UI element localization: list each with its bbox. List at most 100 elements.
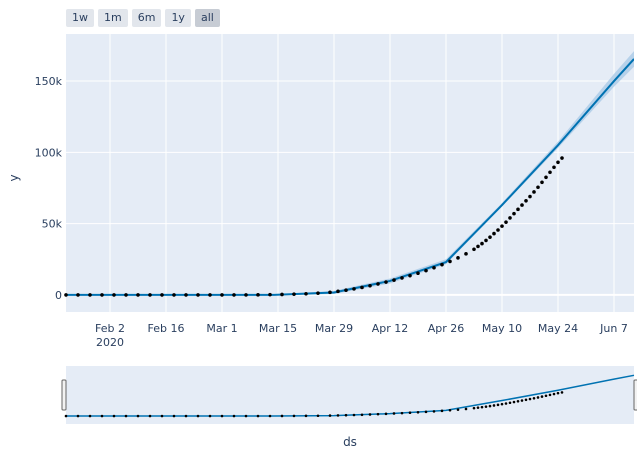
actual-point xyxy=(292,292,296,296)
slider-actual-point xyxy=(344,413,348,417)
actual-point xyxy=(556,160,560,165)
actual-point xyxy=(280,292,284,297)
actual-point xyxy=(536,185,540,190)
slider-handle-left[interactable] xyxy=(61,379,67,411)
x-tick-label: Mar 1 xyxy=(206,322,237,335)
slider-actual-point xyxy=(352,413,356,417)
actual-point xyxy=(496,228,500,232)
actual-point xyxy=(424,268,428,273)
slider-actual-point xyxy=(552,392,556,396)
slider-actual-point xyxy=(124,414,128,418)
x-tick-label: Mar 15 xyxy=(259,322,297,335)
slider-actual-point xyxy=(432,410,436,413)
slider-actual-point xyxy=(112,414,116,418)
slider-actual-point xyxy=(136,414,140,418)
slider-actual-point xyxy=(220,414,224,418)
slider-actual-point xyxy=(484,405,488,408)
x-tick-label: Apr 12 xyxy=(372,322,409,335)
slider-actual-point xyxy=(384,412,388,416)
actual-point xyxy=(548,170,552,175)
slider-actual-point xyxy=(148,414,152,418)
actual-point xyxy=(352,287,356,291)
actual-point xyxy=(544,175,548,180)
y-axis-title: y xyxy=(7,174,21,181)
slider-actual-point xyxy=(508,401,512,405)
range-button-1m[interactable]: 1m xyxy=(98,9,128,27)
x-tick-sublabel: 2020 xyxy=(96,336,124,349)
slider-actual-point xyxy=(500,402,504,406)
slider-actual-point xyxy=(536,396,540,399)
y-tick-label: 0 xyxy=(55,289,62,302)
x-tick-label: May 10 xyxy=(482,322,522,335)
slider-actual-point xyxy=(416,411,420,414)
slider-actual-point xyxy=(208,414,212,418)
actual-point xyxy=(88,293,92,297)
actual-point xyxy=(508,216,512,220)
actual-point xyxy=(516,207,520,212)
actual-point xyxy=(376,282,380,286)
slider-actual-point xyxy=(376,412,380,416)
range-selector: 1w 1m 6m 1y all xyxy=(66,9,220,27)
range-button-all[interactable]: all xyxy=(194,9,220,27)
range-button-1y[interactable]: 1y xyxy=(165,9,191,27)
slider-actual-point xyxy=(184,414,188,418)
actual-point xyxy=(500,224,504,228)
slider-actual-point xyxy=(232,414,236,418)
actual-point xyxy=(124,293,128,297)
y-tick-label: 50k xyxy=(42,218,63,231)
actual-point xyxy=(504,220,508,224)
x-tick-label: Jun 7 xyxy=(599,322,628,335)
actual-point xyxy=(432,266,436,270)
x-axis-title: ds xyxy=(343,435,357,449)
actual-point xyxy=(368,283,372,288)
x-tick-label: Apr 26 xyxy=(428,322,465,335)
slider-actual-point xyxy=(292,414,296,418)
actual-point xyxy=(100,293,104,297)
slider-actual-point xyxy=(504,402,508,405)
actual-point xyxy=(256,293,260,297)
slider-actual-point xyxy=(548,393,552,397)
actual-point xyxy=(492,231,496,236)
actual-point xyxy=(304,291,308,296)
slider-actual-point xyxy=(440,409,444,413)
plot-background xyxy=(66,34,634,312)
actual-point xyxy=(148,293,152,297)
actual-point xyxy=(360,285,364,290)
actual-point xyxy=(488,235,492,239)
slider-actual-point xyxy=(160,414,164,418)
actual-point xyxy=(244,293,248,297)
slider-handle-right[interactable] xyxy=(633,379,637,411)
actual-point xyxy=(540,180,544,185)
actual-point xyxy=(448,259,452,264)
slider-actual-point xyxy=(556,391,560,395)
slider-actual-point xyxy=(392,412,396,415)
slider-actual-point xyxy=(560,391,564,394)
actual-point xyxy=(184,293,188,297)
slider-actual-point xyxy=(456,408,460,411)
actual-point xyxy=(532,190,536,194)
slider-actual-point xyxy=(448,408,452,412)
slider-actual-point xyxy=(476,406,480,409)
actual-point xyxy=(172,293,176,297)
slider-actual-point xyxy=(328,414,332,417)
actual-point xyxy=(408,273,412,278)
actual-point xyxy=(268,292,272,297)
slider-actual-point xyxy=(280,414,284,418)
slider-actual-point xyxy=(368,413,372,416)
slider-actual-point xyxy=(408,411,412,415)
actual-point xyxy=(112,293,116,297)
actual-point xyxy=(316,291,320,295)
slider-actual-point xyxy=(532,396,536,400)
x-tick-label: Mar 29 xyxy=(315,322,353,335)
actual-point xyxy=(220,293,224,297)
range-button-6m[interactable]: 6m xyxy=(131,9,162,27)
actual-point xyxy=(464,252,468,256)
y-tick-label: 100k xyxy=(35,146,63,159)
slider-actual-point xyxy=(100,414,104,418)
actual-point xyxy=(552,165,556,170)
range-slider[interactable] xyxy=(61,366,637,424)
slider-actual-point xyxy=(172,414,176,418)
range-button-1w[interactable]: 1w xyxy=(66,9,94,27)
